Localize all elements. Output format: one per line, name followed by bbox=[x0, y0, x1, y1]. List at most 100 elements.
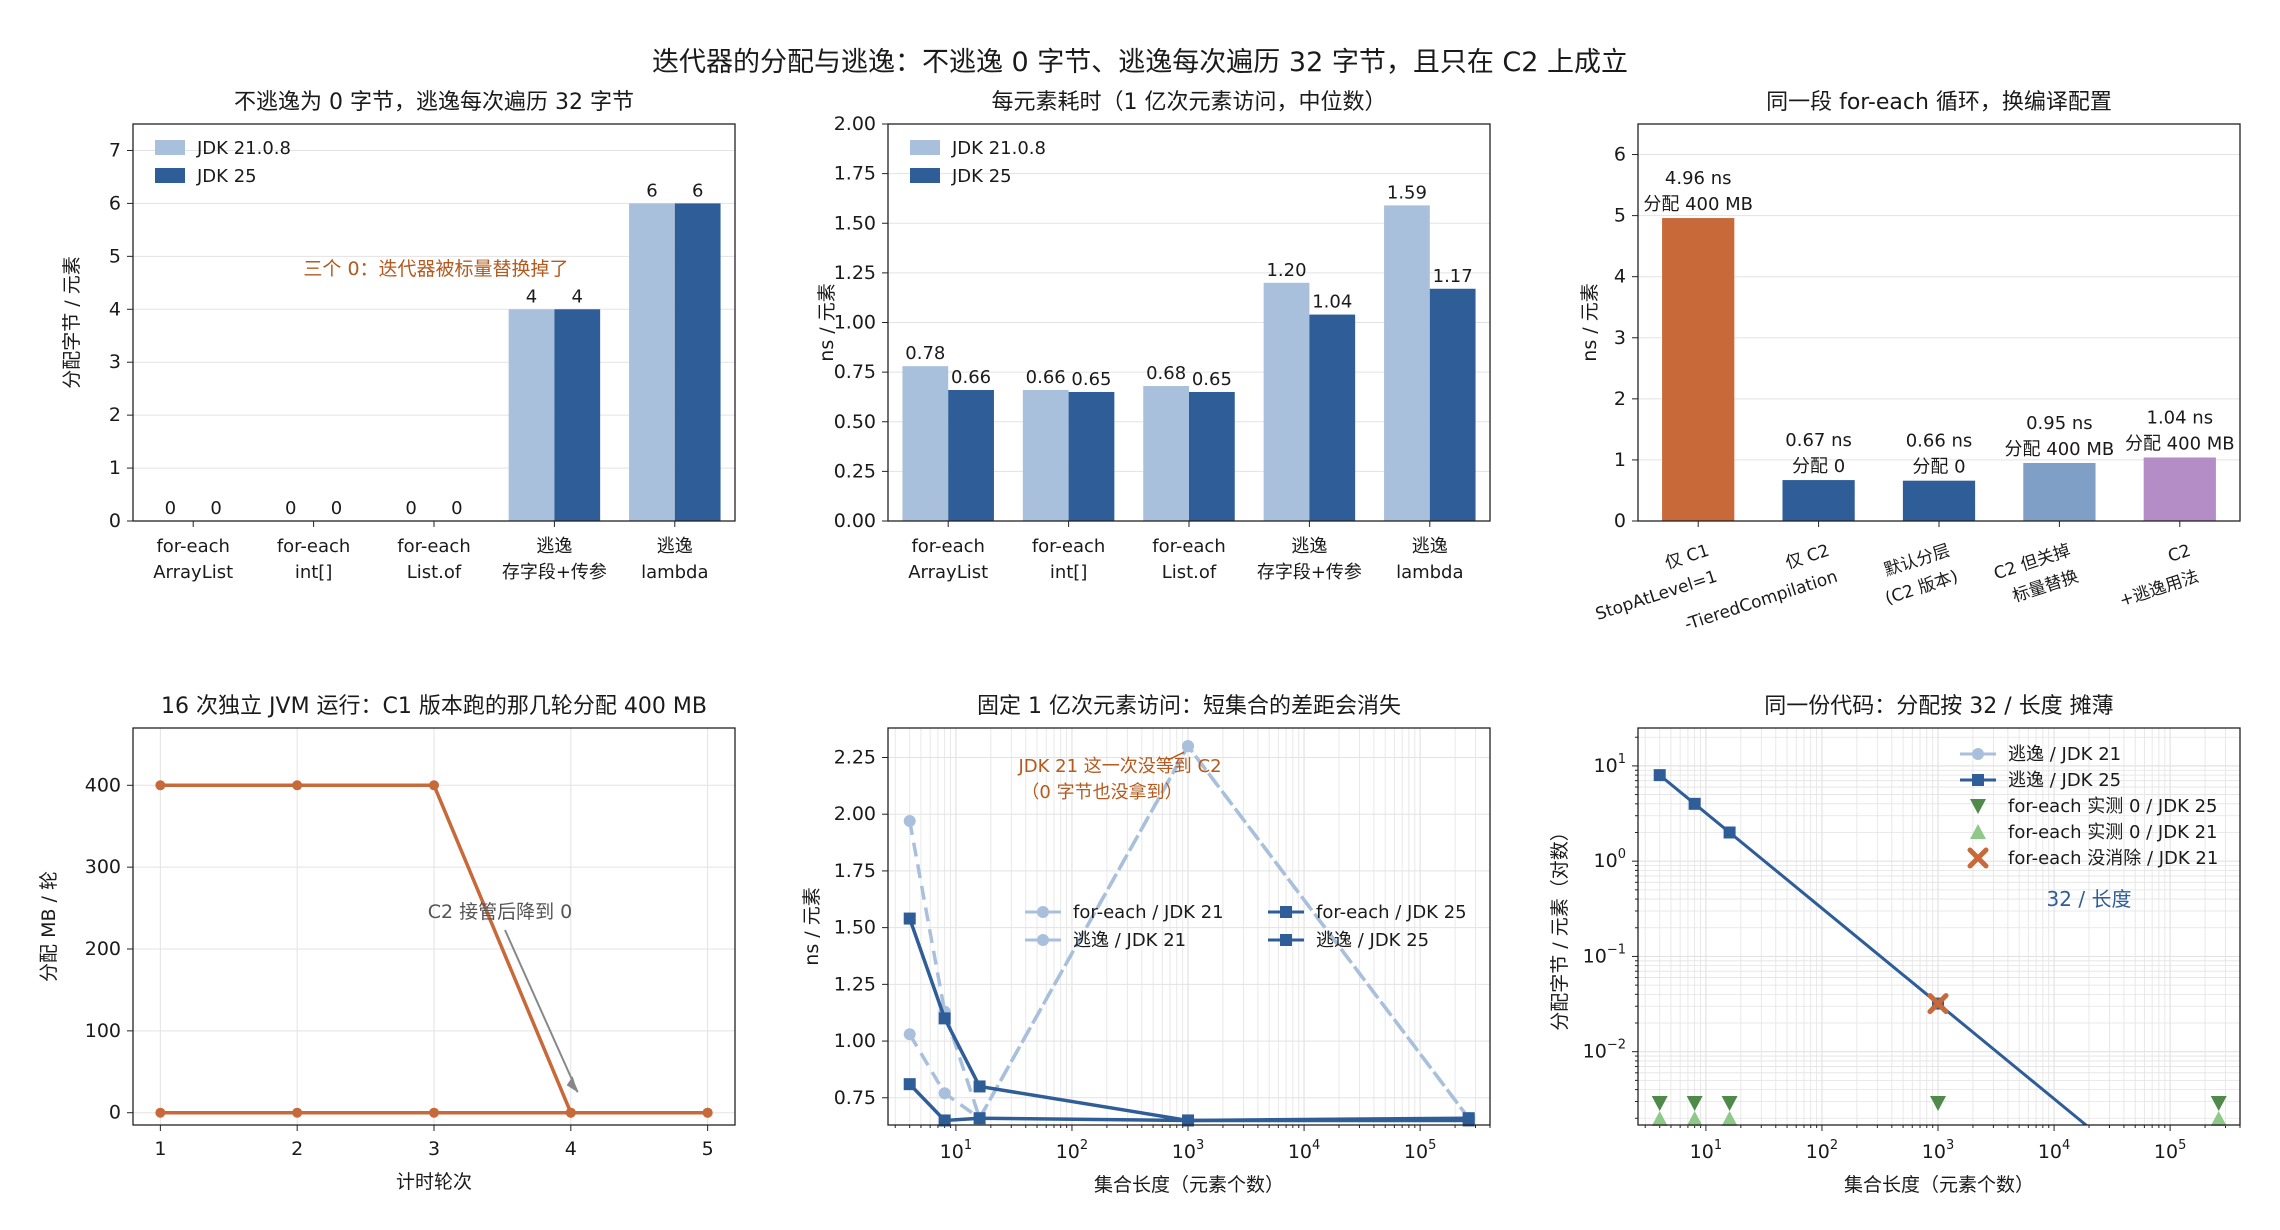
bar-value-label: 4 bbox=[526, 286, 537, 307]
chart-title: 同一份代码：分配按 32 / 长度 摊薄 bbox=[1764, 694, 2113, 719]
x-tick-label: 逃逸 bbox=[536, 536, 572, 557]
legend-label: for-each 没消除 / JDK 21 bbox=[2008, 848, 2218, 869]
plot-frame bbox=[887, 123, 1491, 522]
plot-frame bbox=[132, 123, 736, 522]
legend-marker bbox=[1970, 824, 1986, 839]
y-tick-label: 1 bbox=[109, 457, 121, 479]
bar-value-label: 0 bbox=[451, 498, 462, 519]
bar bbox=[1429, 288, 1476, 521]
data-point bbox=[1651, 1111, 1668, 1126]
data-point bbox=[2210, 1111, 2227, 1126]
annotation: C2 接管后降到 0 bbox=[428, 901, 573, 923]
data-point bbox=[903, 815, 916, 828]
legend-swatch bbox=[910, 140, 940, 155]
data-point bbox=[903, 912, 916, 925]
plot-frame bbox=[1637, 123, 2241, 522]
x-tick-label: 存字段+传参 bbox=[502, 562, 607, 583]
x-tick-label: lambda bbox=[641, 562, 708, 583]
annotation: 三个 0：迭代器被标量替换掉了 bbox=[303, 258, 568, 280]
x-tick-label: 104 bbox=[2038, 1138, 2070, 1163]
x-axis-label: 计时轮次 bbox=[396, 1171, 472, 1193]
data-point bbox=[903, 1028, 916, 1041]
legend-marker bbox=[1037, 934, 1049, 946]
x-tick-label: 102 bbox=[1056, 1138, 1088, 1163]
bar-value-label: 1.59 bbox=[1387, 182, 1427, 203]
bar bbox=[1902, 480, 1976, 521]
y-axis-label: ns / 元素 bbox=[1579, 283, 1601, 361]
x-axis-label: 集合长度（元素个数） bbox=[1094, 1174, 1284, 1196]
bar-value-label: 6 bbox=[692, 180, 703, 201]
bar-value-label: 分配 400 MB bbox=[2005, 439, 2115, 460]
y-tick-label: 1 bbox=[1614, 449, 1626, 471]
legend-label: 逃逸 / JDK 25 bbox=[1316, 930, 1429, 951]
y-tick-label: 100 bbox=[1594, 847, 1626, 872]
x-tick-label: C2 bbox=[2166, 541, 2194, 567]
x-tick-label: ArrayList bbox=[153, 562, 233, 583]
annotation-arrow bbox=[504, 929, 579, 1093]
x-tick-label: 存字段+传参 bbox=[1257, 562, 1362, 583]
legend-swatch bbox=[910, 168, 940, 183]
bar-value-label: 0.95 ns bbox=[2026, 413, 2093, 434]
x-tick-label: 104 bbox=[1288, 1138, 1320, 1163]
legend-marker bbox=[1972, 748, 1984, 760]
y-tick-label: 10−1 bbox=[1583, 942, 1626, 967]
x-tick-label: for-each bbox=[1032, 536, 1106, 557]
legend-label: for-each 实测 0 / JDK 25 bbox=[2008, 796, 2218, 817]
y-tick-label: 10−2 bbox=[1583, 1038, 1626, 1063]
y-tick-label: 100 bbox=[85, 1020, 121, 1042]
x-tick-label: for-each bbox=[1152, 536, 1226, 557]
y-tick-label: 5 bbox=[1614, 205, 1626, 227]
bar bbox=[1068, 391, 1115, 521]
bar bbox=[1782, 480, 1855, 521]
x-tick-label: 103 bbox=[1922, 1138, 1954, 1163]
legend-label: for-each / JDK 25 bbox=[1316, 902, 1467, 923]
legend-label: JDK 21.0.8 bbox=[951, 138, 1046, 159]
data-point bbox=[1721, 1096, 1738, 1111]
series-line bbox=[907, 742, 1471, 1123]
bar bbox=[1022, 389, 1069, 521]
data-point bbox=[429, 780, 439, 791]
data-point bbox=[938, 1087, 951, 1100]
y-tick-label: 300 bbox=[85, 856, 121, 878]
chart-title: 不逃逸为 0 字节，逃逸每次遍历 32 字节 bbox=[234, 90, 634, 115]
y-tick-label: 400 bbox=[85, 774, 121, 796]
annotation: JDK 21 这一次没等到 C2 bbox=[1017, 756, 1221, 777]
annotation-arrow bbox=[1167, 751, 1185, 761]
plot-frame bbox=[887, 727, 1491, 1126]
data-point bbox=[155, 1107, 166, 1118]
data-point bbox=[1653, 769, 1666, 782]
data-point bbox=[292, 1107, 303, 1118]
data-point bbox=[1721, 1111, 1738, 1126]
data-point bbox=[1723, 826, 1736, 839]
x-tick-label: 逃逸 bbox=[657, 536, 693, 557]
chart-1: 0 1 2 3 4 5 6 7 0 0 0 4 6 0 0 0 4 6 for-each ArrayList for-e… bbox=[61, 90, 736, 583]
chart-2: 0.00 0.25 0.50 0.75 1.00 1.25 1.50 1.75 2.00 0.78… bbox=[816, 90, 1491, 583]
bar-value-label: 0 bbox=[165, 498, 176, 519]
chart-4: 0 100 200 300 400 1 2 3 4 5 C2 接管后降到 0 16 次独立 JVM 运… bbox=[38, 694, 736, 1193]
data-point bbox=[973, 1112, 986, 1125]
plot-frame bbox=[132, 727, 736, 1126]
figure-title: 迭代器的分配与逃逸：不逃逸 0 字节、逃逸每次遍历 32 字节，且只在 C2 上… bbox=[651, 47, 1629, 78]
y-axis-label: 分配字节 / 元素 bbox=[61, 256, 83, 388]
legend-marker bbox=[1967, 847, 1989, 869]
x-tick-label: 101 bbox=[940, 1138, 972, 1163]
y-tick-label: 1.75 bbox=[834, 163, 876, 185]
y-tick-label: 4 bbox=[1614, 266, 1626, 288]
bar-value-label: 0.66 ns bbox=[1906, 431, 1973, 452]
data-point bbox=[1686, 1111, 1703, 1126]
x-tick-label: 102 bbox=[1806, 1138, 1838, 1163]
y-tick-label: 3 bbox=[109, 351, 121, 373]
bar bbox=[1662, 218, 1735, 521]
x-tick-label: 1 bbox=[154, 1138, 166, 1160]
legend-marker bbox=[1972, 774, 1984, 786]
x-tick-label: 4 bbox=[565, 1138, 577, 1160]
bar bbox=[1384, 205, 1430, 521]
data-point bbox=[292, 780, 303, 791]
annotation: 32 / 长度 bbox=[2047, 887, 2132, 911]
data-point bbox=[903, 1078, 916, 1091]
bar-value-label: 0.67 ns bbox=[1785, 430, 1852, 451]
y-tick-label: 200 bbox=[85, 938, 121, 960]
y-tick-label: 6 bbox=[109, 192, 121, 214]
y-tick-label: 0.00 bbox=[834, 510, 876, 532]
bar bbox=[629, 203, 675, 521]
